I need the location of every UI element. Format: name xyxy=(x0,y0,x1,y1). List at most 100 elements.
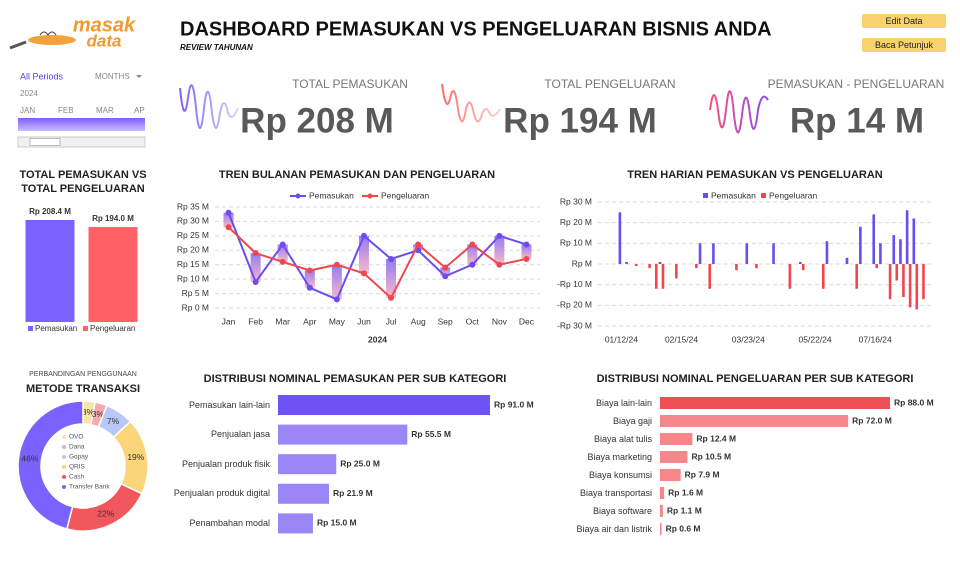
y-tick-label: Biaya konsumsi xyxy=(588,469,652,480)
value-label: Rp 55.5 M xyxy=(411,429,451,439)
bar xyxy=(658,261,662,264)
y-tick-label: Penambahan modal xyxy=(189,517,270,528)
scrollbar[interactable] xyxy=(17,136,146,148)
x-tick-label: May xyxy=(329,316,346,326)
slicer-level[interactable]: MONTHS xyxy=(95,72,130,81)
bar xyxy=(278,454,337,475)
y-tick-label: Biaya marketing xyxy=(587,451,652,462)
high-low-bar xyxy=(358,235,369,274)
legend-marker xyxy=(62,445,66,449)
bar xyxy=(618,212,622,264)
value-label: Rp 91.0 M xyxy=(494,399,534,409)
legend-label: OVO xyxy=(69,434,83,441)
point xyxy=(469,241,476,248)
value-label: 3% xyxy=(92,409,105,419)
timeline-bar[interactable] xyxy=(18,118,145,131)
donut-slice xyxy=(17,400,84,530)
y-tick-label: Rp 15 M xyxy=(177,259,209,269)
y-tick-label: Penjualan produk digital xyxy=(173,488,270,499)
x-tick-label: Feb xyxy=(248,316,263,326)
legend-swatch xyxy=(703,193,708,198)
chart-title: DISTRIBUSI NOMINAL PEMASUKAN PER SUB KAT… xyxy=(203,373,507,385)
bar xyxy=(278,483,330,504)
slicer-month: FEB xyxy=(58,106,74,115)
sparkline xyxy=(441,83,501,123)
high-low-bar xyxy=(277,244,288,262)
value-label: 22% xyxy=(97,509,114,519)
chart-title: DISTRIBUSI NOMINAL PENGELUARAN PER SUB K… xyxy=(596,373,914,385)
slicer-selection[interactable]: All Periods xyxy=(20,71,64,81)
x-tick-label: Oct xyxy=(466,316,480,326)
bar xyxy=(708,264,712,289)
point xyxy=(306,267,313,274)
kpi-value: Rp 14 M xyxy=(790,101,924,140)
bar xyxy=(675,264,678,279)
x-tick-label: Jan xyxy=(222,316,236,326)
bar xyxy=(879,243,882,264)
point xyxy=(306,284,313,291)
point xyxy=(469,261,476,268)
button[interactable] xyxy=(862,14,946,28)
point xyxy=(442,273,449,280)
high-low-bar xyxy=(467,244,478,265)
x-tick-label: Nov xyxy=(492,316,508,326)
chart-title: TREN HARIAN PEMASUKAN VS PENGELUARAN xyxy=(627,169,883,181)
chart-title: TOTAL PEMASUKAN VS TOTAL PENGELUARAN xyxy=(19,169,147,195)
bar xyxy=(895,264,899,281)
bar xyxy=(735,264,738,271)
bar xyxy=(788,264,792,289)
logo-text: masak xyxy=(73,14,136,36)
x-tick-label: Dec xyxy=(519,316,535,326)
legend-label: Pemasukan xyxy=(309,190,354,200)
x-tick-label: Aug xyxy=(411,316,426,326)
bar xyxy=(660,433,693,445)
dropdown-arrow[interactable] xyxy=(136,75,142,78)
bar xyxy=(908,264,912,308)
point xyxy=(333,261,340,268)
kpi-label: PEMASUKAN - PENGELUARAN xyxy=(768,77,945,91)
point xyxy=(225,209,232,216)
bar xyxy=(772,243,775,264)
bar xyxy=(25,220,75,322)
value-label: 46% xyxy=(21,454,38,464)
value-label: Rp 72.0 M xyxy=(852,415,892,425)
value-label: Rp 10.5 M xyxy=(691,451,731,461)
chart-title: METODE TRANSAKSI xyxy=(25,383,141,395)
button[interactable] xyxy=(862,38,946,52)
bar xyxy=(915,264,919,310)
y-tick-label: Rp 30 M xyxy=(560,196,592,206)
legend-marker xyxy=(295,193,301,199)
page-title: DASHBOARD PEMASUKAN VS PENGELUARAN BISNI… xyxy=(180,18,772,40)
value-label: Rp 194.0 M xyxy=(92,214,134,223)
scroll-thumb[interactable] xyxy=(29,138,61,146)
y-tick-label: Rp 5 M xyxy=(182,288,209,298)
point xyxy=(225,224,232,231)
legend-label: Pengeluaran xyxy=(90,324,135,333)
x-tick-label: 07/16/24 xyxy=(859,334,892,344)
y-tick-label: Rp 30 M xyxy=(177,216,209,226)
bar xyxy=(892,235,896,264)
legend-marker xyxy=(62,485,66,489)
bar xyxy=(648,264,651,269)
logo-text: data xyxy=(87,31,122,50)
legend-label: QRIS xyxy=(69,464,86,471)
value-label: Rp 15.0 M xyxy=(317,518,357,528)
y-tick-label: Rp 10 M xyxy=(177,273,209,283)
y-tick-label: Biaya alat tulis xyxy=(593,433,652,444)
bar xyxy=(859,226,862,264)
y-tick-label: Rp 35 M xyxy=(177,201,209,211)
legend-swatch xyxy=(761,193,766,198)
x-axis-label: 2024 xyxy=(368,334,387,344)
bar xyxy=(912,218,916,264)
high-low-bar xyxy=(440,267,451,277)
point xyxy=(279,241,286,248)
legend-marker xyxy=(62,455,66,459)
button-label[interactable]: Baca Petunjuk xyxy=(875,40,934,50)
bar xyxy=(825,241,829,264)
point xyxy=(279,258,286,265)
series-line xyxy=(227,212,527,301)
bar xyxy=(278,513,313,534)
point xyxy=(360,232,367,239)
button-label[interactable]: Edit Data xyxy=(885,16,922,26)
